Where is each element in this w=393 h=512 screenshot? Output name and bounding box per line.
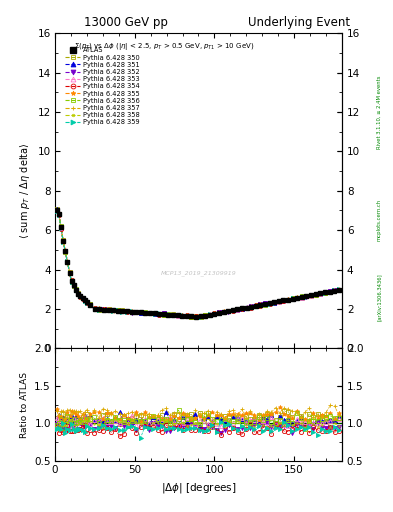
- Text: Rivet 3.1.10, ≥ 2.4M events: Rivet 3.1.10, ≥ 2.4M events: [377, 76, 382, 150]
- Legend: ATLAS, Pythia 6.428 350, Pythia 6.428 351, Pythia 6.428 352, Pythia 6.428 353, P: ATLAS, Pythia 6.428 350, Pythia 6.428 35…: [64, 46, 141, 127]
- Text: 13000 GeV pp: 13000 GeV pp: [84, 16, 168, 29]
- Text: Underlying Event: Underlying Event: [248, 16, 350, 29]
- Y-axis label: Ratio to ATLAS: Ratio to ATLAS: [20, 372, 29, 438]
- Text: mcplots.cern.ch: mcplots.cern.ch: [377, 199, 382, 241]
- Text: MCP13_2019_21309919: MCP13_2019_21309919: [161, 270, 236, 275]
- Text: [arXiv:1306.3436]: [arXiv:1306.3436]: [377, 273, 382, 321]
- Y-axis label: $\langle$ sum $p_T$ / $\Delta\eta$ delta$\rangle$: $\langle$ sum $p_T$ / $\Delta\eta$ delta…: [18, 142, 32, 239]
- X-axis label: $|\Delta \phi|$ [degrees]: $|\Delta \phi|$ [degrees]: [161, 481, 236, 495]
- Text: $\Sigma(p_T)$ vs $\Delta\phi$ ($|\eta|$ < 2.5, $p_T$ > 0.5 GeV, $p_{T1}$ > 10 Ge: $\Sigma(p_T)$ vs $\Delta\phi$ ($|\eta|$ …: [74, 41, 254, 52]
